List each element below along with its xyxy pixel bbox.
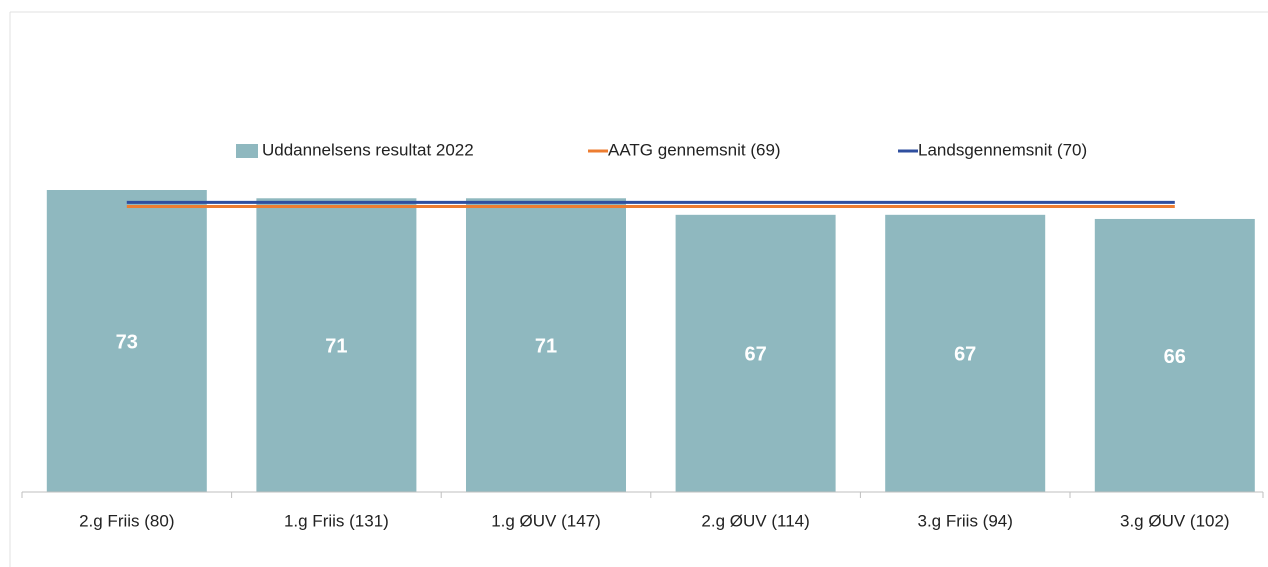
value-label: 67 (954, 344, 976, 366)
legend-swatch (236, 144, 258, 158)
bar (256, 198, 417, 492)
value-label: 71 (325, 335, 347, 357)
legend-label: Landsgennemsnit (70) (918, 140, 1087, 159)
value-label: 66 (1164, 346, 1186, 368)
bar (466, 198, 626, 492)
x-tick-label: 2.g Friis (80) (79, 511, 174, 530)
value-label: 71 (535, 335, 557, 357)
bar (885, 214, 1046, 493)
x-tick-label: 1.g ØUV (147) (491, 511, 601, 530)
x-tick-label: 1.g Friis (131) (284, 511, 389, 530)
x-tick-label: 3.g ØUV (102) (1120, 511, 1230, 530)
bar (1094, 218, 1255, 492)
bar (675, 214, 836, 493)
x-tick-label: 3.g Friis (94) (917, 511, 1012, 530)
legend-label: AATG gennemsnit (69) (608, 140, 781, 159)
value-label: 73 (116, 331, 138, 353)
value-label: 67 (744, 344, 766, 366)
bar (46, 189, 207, 492)
x-tick-label: 2.g ØUV (114) (701, 511, 809, 530)
legend-label: Uddannelsens resultat 2022 (262, 140, 474, 159)
